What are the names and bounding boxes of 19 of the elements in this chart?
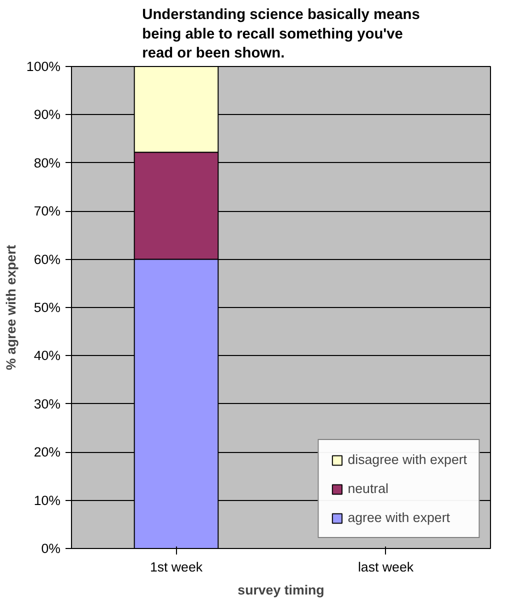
x-axis-title: survey timing	[238, 582, 324, 598]
legend-label: neutral	[348, 481, 388, 496]
legend-label: agree with expert	[348, 510, 450, 525]
y-tick-label: 10%	[34, 492, 61, 508]
y-tick-label: 90%	[34, 107, 61, 122]
y-tick-label: 100%	[26, 59, 61, 74]
x-tick-label: last week	[358, 560, 414, 574]
y-axis-title: % agree with expert	[3, 244, 18, 370]
y-tick-label: 80%	[34, 155, 61, 170]
y-tick-label: 20%	[34, 444, 61, 460]
y-tick-label: 70%	[34, 204, 61, 219]
y-tick-label: 30%	[34, 396, 61, 412]
y-tick-label: 60%	[34, 252, 61, 267]
y-tick-label: 50%	[34, 300, 61, 315]
legend-label: disagree with expert	[348, 452, 467, 467]
y-tick-label: 40%	[34, 348, 61, 364]
chart-title: Understanding science basically means being able to recall something you've read or been shown.	[142, 7, 420, 62]
y-tick-label: 0%	[41, 541, 61, 556]
x-tick-label: 1st week	[150, 560, 203, 574]
